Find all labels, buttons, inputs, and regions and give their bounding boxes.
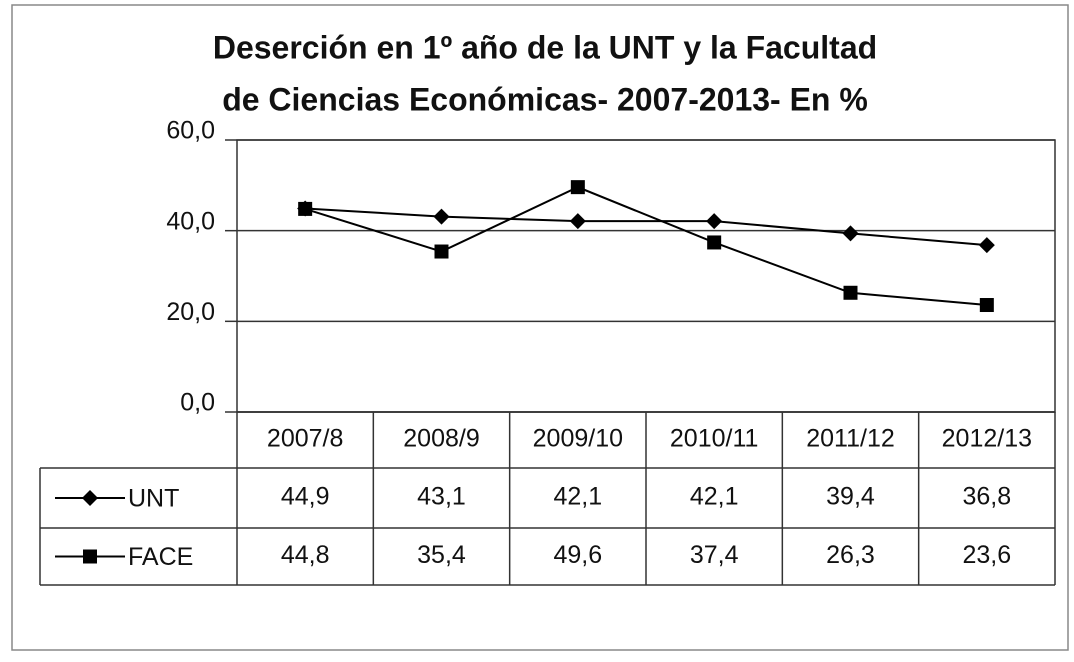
marker: [978, 237, 995, 254]
x-tick-label: 2007/8: [267, 425, 343, 453]
table-value: 43,1: [417, 483, 466, 511]
marker: [707, 235, 722, 250]
table-value: 23,6: [962, 541, 1011, 569]
table-value: 44,8: [281, 541, 330, 569]
marker: [434, 244, 449, 259]
chart-title: Deserción en 1º año de la UNT y la Facul…: [213, 29, 877, 65]
line: [305, 207, 987, 247]
marker: [979, 298, 994, 313]
legend-marker: [83, 549, 97, 564]
legend-label: UNT: [128, 485, 179, 513]
legend-label: FACE: [128, 543, 193, 571]
table-value: 37,4: [690, 541, 739, 569]
y-tick-label: 60,0: [166, 117, 215, 145]
y-tick-label: 20,0: [166, 298, 215, 326]
table-value: 42,1: [553, 483, 602, 511]
table-value: 26,3: [826, 541, 875, 569]
y-tick-label: 0,0: [180, 389, 215, 417]
table-value: 35,4: [417, 541, 466, 569]
marker: [843, 285, 858, 300]
table-value: 49,6: [553, 541, 602, 569]
x-tick-label: 2010/11: [670, 425, 759, 453]
x-tick-label: 2011/12: [806, 425, 895, 453]
table-value: 36,8: [962, 483, 1011, 511]
table-value: 44,9: [281, 483, 330, 511]
line: [304, 186, 987, 307]
marker: [570, 180, 585, 195]
table-value: 39,4: [826, 483, 875, 511]
marker: [298, 201, 313, 216]
y-tick-label: 40,0: [166, 207, 215, 235]
marker: [569, 213, 586, 230]
chart-title: de Ciencias Económicas- 2007-2013- En %: [222, 81, 868, 117]
marker: [433, 208, 450, 225]
x-tick-label: 2009/10: [533, 425, 623, 453]
marker: [706, 213, 723, 230]
table-value: 42,1: [690, 483, 739, 511]
x-tick-label: 2012/13: [942, 425, 1032, 453]
marker: [842, 225, 859, 242]
x-tick-label: 2008/9: [403, 425, 479, 453]
legend-marker: [82, 490, 98, 506]
chart-frame: [11, 4, 1069, 651]
